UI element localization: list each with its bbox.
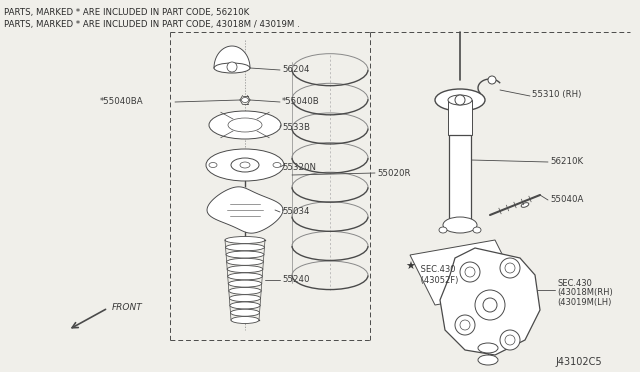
Ellipse shape <box>229 288 261 294</box>
Text: (43018M(RH): (43018M(RH) <box>557 289 612 298</box>
Text: 55040A: 55040A <box>550 196 584 205</box>
Circle shape <box>505 335 515 345</box>
Ellipse shape <box>231 158 259 172</box>
Text: 55020R: 55020R <box>377 169 410 177</box>
Text: SEC.430: SEC.430 <box>557 279 592 288</box>
Circle shape <box>455 315 475 335</box>
Ellipse shape <box>209 163 217 167</box>
Text: *55040BA: *55040BA <box>100 97 143 106</box>
Ellipse shape <box>443 217 477 233</box>
Text: (43052F): (43052F) <box>418 276 458 285</box>
Ellipse shape <box>240 162 250 168</box>
Ellipse shape <box>206 149 284 181</box>
Polygon shape <box>207 187 283 233</box>
Circle shape <box>483 298 497 312</box>
Ellipse shape <box>228 280 262 287</box>
Circle shape <box>500 258 520 278</box>
Circle shape <box>500 330 520 350</box>
Ellipse shape <box>273 163 281 167</box>
Ellipse shape <box>230 309 260 316</box>
Ellipse shape <box>478 355 498 365</box>
Bar <box>449 135 471 225</box>
Ellipse shape <box>230 302 260 309</box>
Text: (43019M(LH): (43019M(LH) <box>557 298 611 308</box>
Ellipse shape <box>226 251 264 258</box>
Circle shape <box>505 263 515 273</box>
Ellipse shape <box>439 227 447 233</box>
Text: *55040B: *55040B <box>282 97 320 106</box>
Ellipse shape <box>435 89 485 111</box>
Text: PARTS, MARKED * ARE INCLUDED IN PART CODE, 56210K: PARTS, MARKED * ARE INCLUDED IN PART COD… <box>4 7 249 16</box>
Text: J43102C5: J43102C5 <box>555 357 602 367</box>
Ellipse shape <box>231 317 259 324</box>
Circle shape <box>465 267 475 277</box>
Text: ★: ★ <box>405 262 415 272</box>
Text: 5533B: 5533B <box>282 122 310 131</box>
Polygon shape <box>214 46 250 68</box>
Text: 56204: 56204 <box>282 65 310 74</box>
Bar <box>448 100 472 135</box>
Ellipse shape <box>229 295 260 302</box>
Text: 55240: 55240 <box>282 276 310 285</box>
Text: 55034: 55034 <box>282 208 310 217</box>
Text: 55310 (RH): 55310 (RH) <box>532 90 581 99</box>
Ellipse shape <box>214 63 250 73</box>
Polygon shape <box>440 248 540 355</box>
Circle shape <box>475 290 505 320</box>
Ellipse shape <box>227 266 263 273</box>
Ellipse shape <box>228 118 262 132</box>
Text: SEC.430: SEC.430 <box>418 266 456 275</box>
Circle shape <box>460 320 470 330</box>
Text: PARTS, MARKED * ARE INCLUDED IN PART CODE, 43018M / 43019M .: PARTS, MARKED * ARE INCLUDED IN PART COD… <box>4 19 300 29</box>
Circle shape <box>455 95 465 105</box>
Ellipse shape <box>473 227 481 233</box>
Circle shape <box>227 62 237 72</box>
Ellipse shape <box>521 203 529 207</box>
Text: 56210K: 56210K <box>550 157 583 167</box>
Ellipse shape <box>228 273 262 280</box>
Circle shape <box>460 262 480 282</box>
Ellipse shape <box>241 97 248 103</box>
Circle shape <box>488 76 496 84</box>
Text: 55320N: 55320N <box>282 163 316 171</box>
Ellipse shape <box>227 258 264 265</box>
Ellipse shape <box>225 244 264 251</box>
Ellipse shape <box>225 237 265 244</box>
Text: FRONT: FRONT <box>112 302 143 311</box>
Polygon shape <box>410 240 520 305</box>
Ellipse shape <box>478 343 498 353</box>
Ellipse shape <box>448 95 472 105</box>
Ellipse shape <box>209 111 281 139</box>
